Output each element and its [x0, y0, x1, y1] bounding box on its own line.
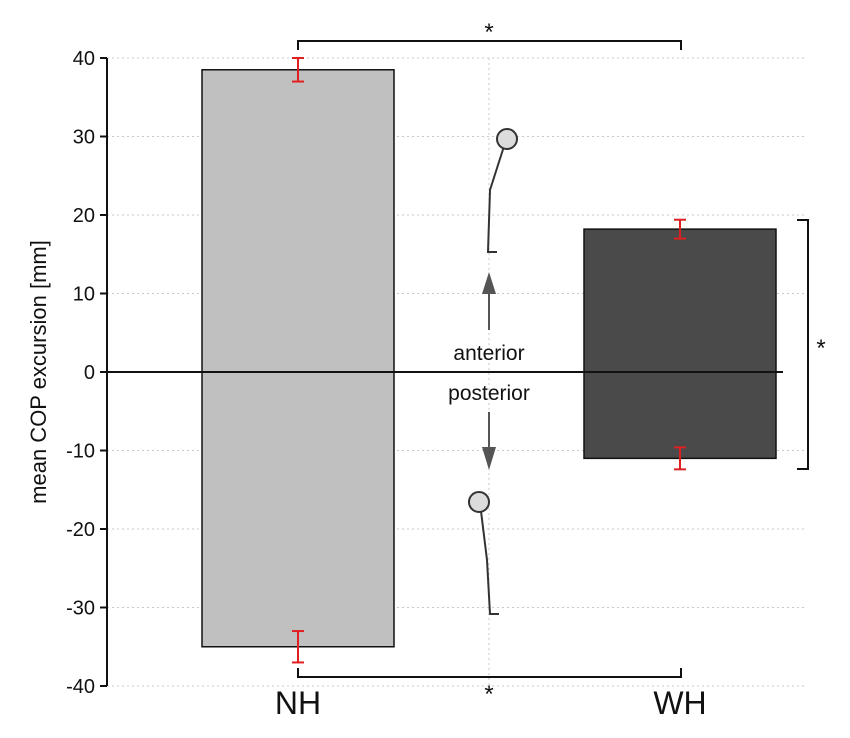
posterior-label: posterior — [448, 382, 530, 405]
anterior-label: anterior — [453, 342, 524, 365]
y-tick-label: 40 — [73, 48, 95, 70]
y-tick-label: 20 — [73, 205, 95, 227]
y-tick-label: 30 — [73, 127, 95, 149]
y-axis-title: mean COP excursion [mm] — [26, 240, 51, 504]
posterior-arrow-head — [482, 447, 496, 470]
significance-star-bottom: * — [484, 681, 493, 708]
significance-star-right: * — [816, 335, 825, 362]
anterior-lean-head — [496, 128, 518, 150]
y-tick-label: 10 — [73, 284, 95, 306]
significance-star-top: * — [484, 19, 493, 46]
y-tick-label: 0 — [84, 362, 95, 384]
bar-nh — [201, 69, 395, 648]
y-tick-label: -10 — [66, 441, 95, 463]
y-tick-label: -40 — [66, 676, 95, 698]
anterior-lean-figure — [486, 139, 507, 253]
category-label-wh: WH — [653, 685, 706, 721]
y-tick-label: -30 — [66, 598, 95, 620]
category-label-nh: NH — [275, 685, 321, 721]
posterior-lean-figure — [479, 502, 499, 615]
y-tick-label: -20 — [66, 519, 95, 541]
bar-wh — [583, 228, 777, 460]
anterior-arrow-head — [482, 272, 496, 294]
posterior-lean-head — [468, 491, 490, 513]
significance-bracket-bottom — [297, 668, 682, 678]
significance-bracket-right — [797, 219, 809, 470]
significance-bracket-top — [297, 40, 682, 50]
